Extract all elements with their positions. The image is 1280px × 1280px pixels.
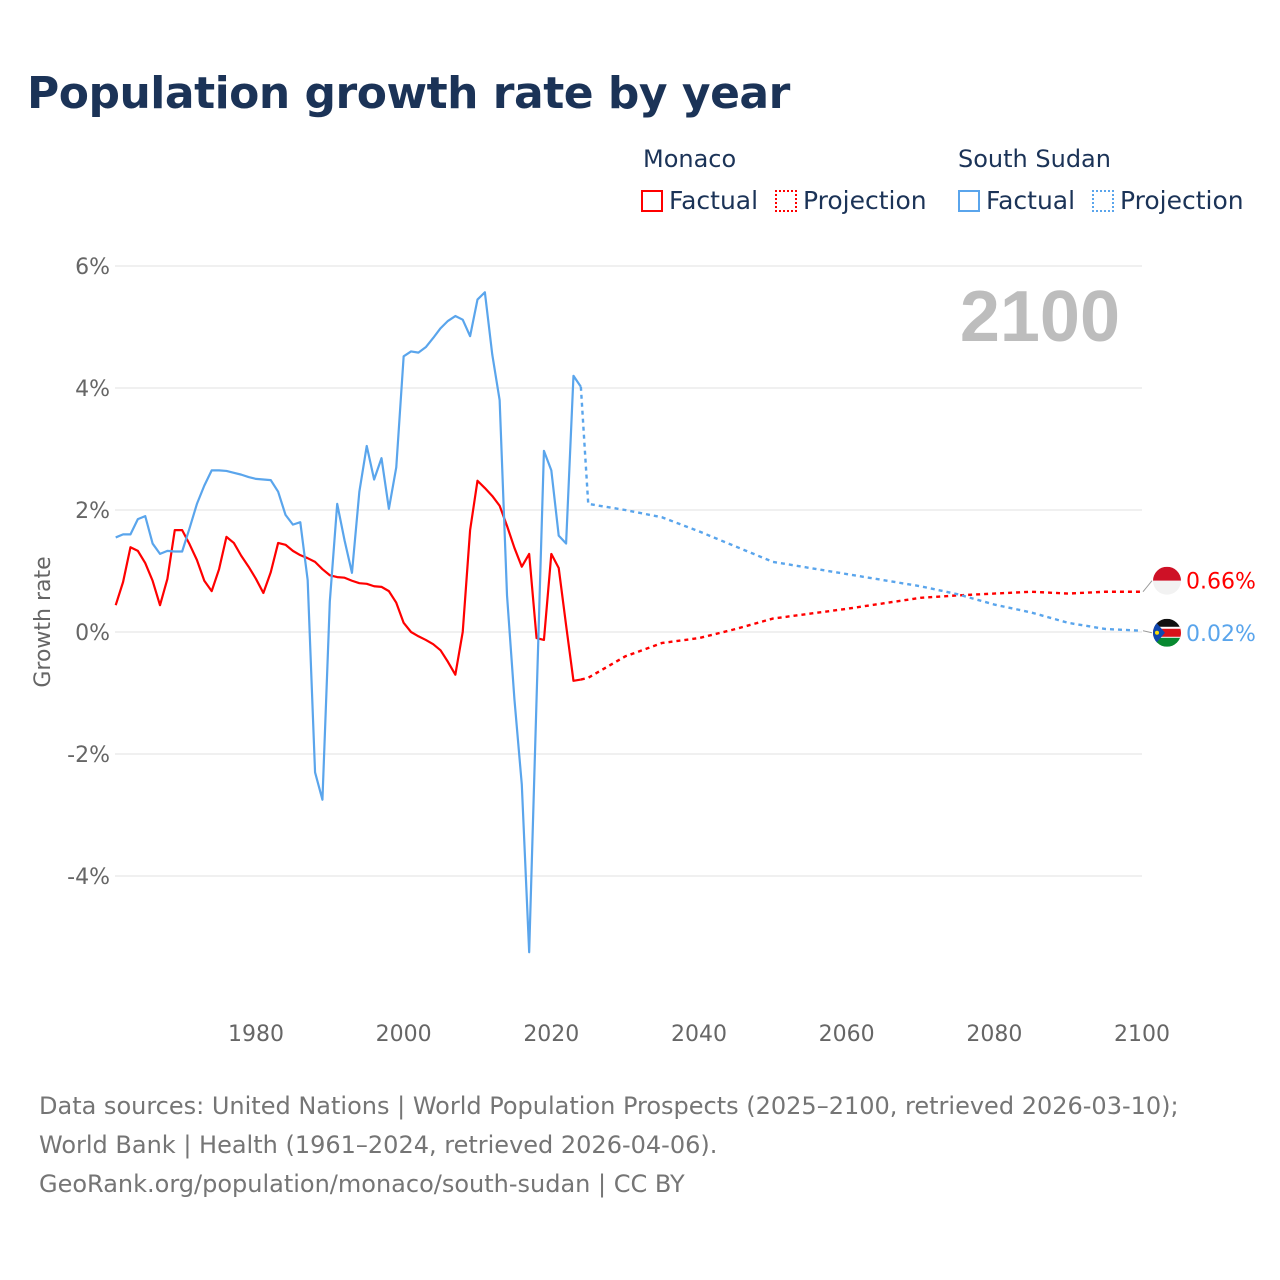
chart-title: Population growth rate by year: [27, 68, 790, 119]
legend-swatch-dotted-icon: [1092, 189, 1114, 212]
y-tick-label: 0%: [75, 621, 110, 646]
legend-south-sudan-projection[interactable]: Projection: [1092, 186, 1244, 215]
legend-group-monaco: Monaco: [643, 145, 737, 173]
footer: Data sources: United Nations | World Pop…: [39, 1087, 1239, 1204]
x-tick-label: 2020: [523, 1022, 579, 1047]
y-tick-label: 4%: [75, 377, 110, 402]
x-tick-label: 2080: [966, 1022, 1022, 1047]
legend-group-south-sudan: South Sudan: [958, 145, 1111, 173]
y-axis-label: Growth rate: [31, 556, 56, 687]
south-sudan-end-label: 0.02%: [1186, 622, 1256, 647]
south-sudan-projection-line: [579, 386, 1143, 632]
x-tick-label: 1980: [228, 1022, 284, 1047]
legend-swatch-solid-icon: [641, 189, 663, 212]
legend-swatch-dotted-icon: [775, 189, 797, 212]
monaco-end-label: 0.66%: [1186, 570, 1256, 595]
monaco-flag-icon: [1153, 566, 1181, 595]
y-tick-label: -2%: [67, 743, 110, 768]
legend-label: Projection: [1120, 186, 1244, 215]
y-tick-label: 6%: [75, 255, 110, 280]
label-connector: [1142, 630, 1153, 634]
legend-monaco-factual[interactable]: Factual: [641, 186, 758, 215]
legend-label: Factual: [669, 186, 759, 215]
credit-link[interactable]: GeoRank.org/population/monaco/south-suda…: [39, 1170, 685, 1198]
legend-label: Factual: [986, 186, 1076, 215]
x-tick-label: 2060: [819, 1022, 875, 1047]
legend-monaco-projection[interactable]: Projection: [775, 186, 927, 215]
south-sudan-flag-icon: [1153, 618, 1181, 647]
x-tick-label: 2100: [1114, 1022, 1170, 1047]
x-tick-label: 2000: [376, 1022, 432, 1047]
data-sources: Data sources: United Nations | World Pop…: [39, 1092, 1179, 1159]
y-tick-label: -4%: [67, 865, 110, 890]
legend-swatch-solid-icon: [958, 189, 980, 212]
legend-label: Projection: [803, 186, 927, 215]
y-tick-label: 2%: [75, 499, 110, 524]
year-label: 2100: [960, 277, 1120, 357]
legend-south-sudan-factual[interactable]: Factual: [958, 186, 1075, 215]
label-connector: [1142, 580, 1153, 593]
south-sudan-factual-line: [115, 291, 582, 954]
monaco-projection-line: [580, 590, 1142, 681]
x-tick-label: 2040: [671, 1022, 727, 1047]
